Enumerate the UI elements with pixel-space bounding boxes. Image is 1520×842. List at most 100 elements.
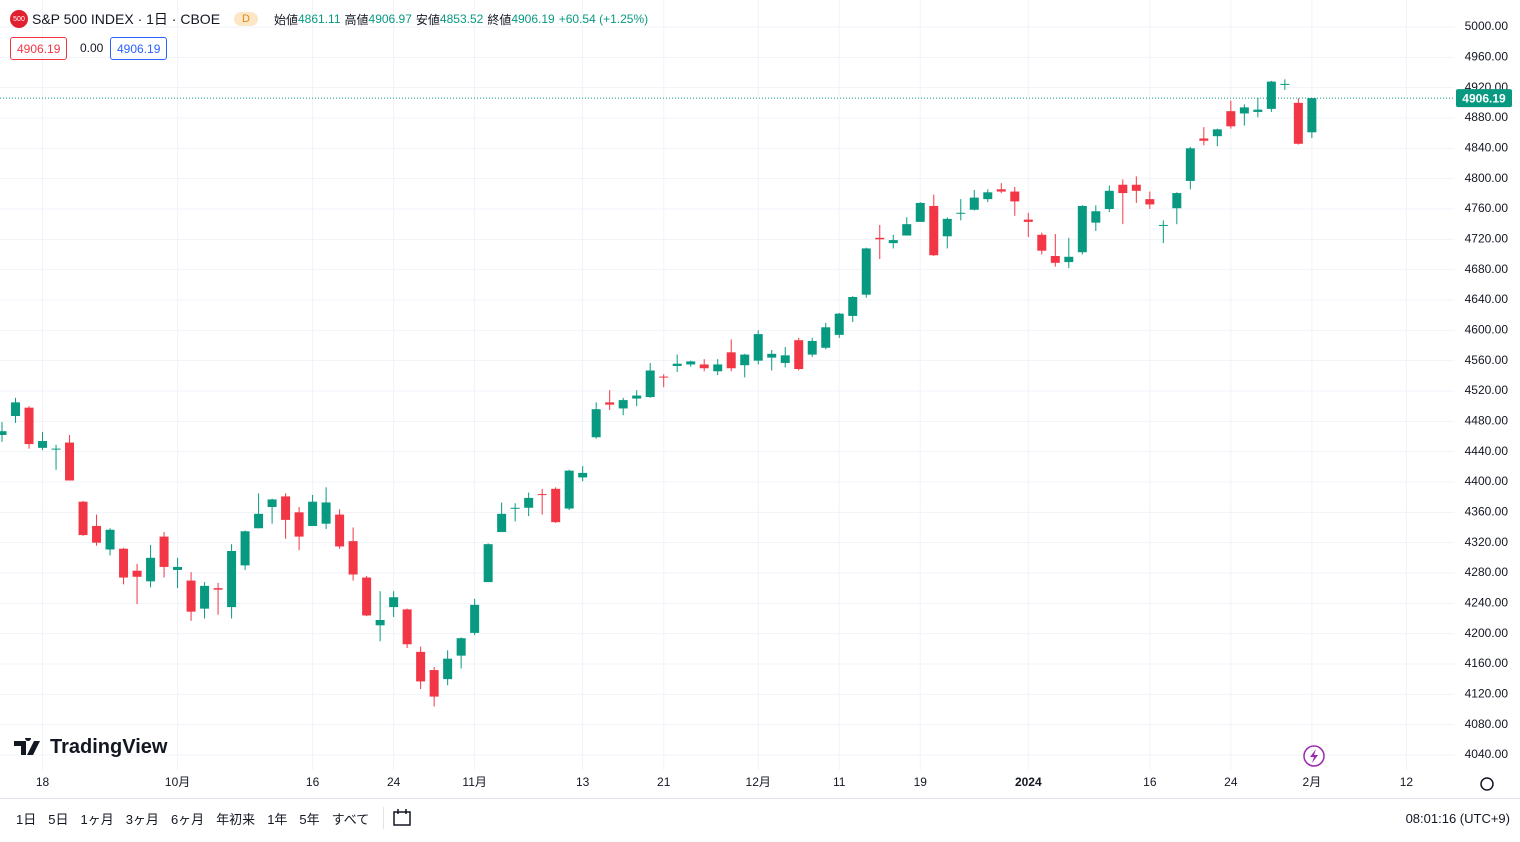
y-tick-label: 4680.00 — [1465, 262, 1509, 276]
candle-body — [335, 514, 345, 547]
range-button[interactable]: 5年 — [299, 811, 320, 827]
range-button[interactable]: 6ヶ月 — [170, 811, 205, 827]
x-tick-label: 24 — [1224, 775, 1238, 789]
sell-price[interactable]: 4906.19 — [10, 37, 68, 60]
y-tick-label: 4360.00 — [1465, 504, 1509, 518]
last-price-tag — [1456, 89, 1512, 108]
candle-body — [834, 313, 844, 335]
candle-body — [740, 354, 750, 366]
interval-badge[interactable]: D — [234, 12, 258, 26]
y-tick-label: 4760.00 — [1465, 201, 1509, 215]
candle-body — [294, 512, 304, 537]
candle-body — [1199, 138, 1209, 141]
legend-header: 500 S&P 500 INDEX · 1日 · CBOE D 始値 4861.1… — [10, 9, 652, 29]
candle-body — [402, 609, 412, 645]
candle-body — [713, 364, 723, 372]
x-tick-label: 12月 — [746, 775, 771, 789]
logo-icon — [14, 737, 40, 755]
candle-body — [510, 507, 520, 509]
candle-body — [645, 370, 655, 398]
candle-body — [200, 585, 210, 609]
range-button[interactable]: 5日 — [48, 811, 69, 827]
candle-body — [902, 224, 912, 236]
candle-body — [726, 352, 736, 369]
candle-body — [1307, 98, 1317, 133]
candle-body — [605, 402, 615, 405]
y-tick-label: 4240.00 — [1465, 595, 1509, 609]
candle-body — [186, 580, 196, 612]
x-tick-label: 21 — [657, 775, 671, 789]
range-button[interactable]: 年初来 — [216, 811, 256, 827]
x-tick-label: 16 — [306, 775, 320, 789]
ohlc-value: 4906.19 — [511, 12, 555, 26]
ohlc-label: 高値 — [344, 12, 369, 27]
y-tick-label: 4880.00 — [1465, 110, 1509, 124]
ohlc-value: 4861.11 — [298, 12, 341, 26]
y-tick-label: 4280.00 — [1465, 565, 1509, 579]
x-tick-label: 16 — [1143, 775, 1157, 789]
candle-body — [807, 340, 817, 355]
candle-body — [0, 431, 7, 435]
y-tick-label: 4520.00 — [1465, 383, 1509, 397]
candle-body — [267, 499, 277, 508]
candle-body — [942, 218, 952, 237]
y-tick-label: 4160.00 — [1465, 656, 1509, 670]
candle-body — [686, 361, 696, 365]
clock[interactable]: 08:01:16 (UTC+9) — [1405, 810, 1510, 826]
ohlc-label: 安値 — [415, 12, 440, 27]
logo[interactable]: TradingView — [14, 736, 167, 759]
range-button[interactable]: 1日 — [16, 811, 37, 827]
y-tick-label: 5000.00 — [1465, 19, 1509, 33]
candle-body — [1266, 81, 1276, 109]
y-tick-label: 4800.00 — [1465, 171, 1509, 185]
candle-body — [794, 340, 804, 369]
bottom-toolbar: 1日 5日 1ヶ月 3ヶ月 6ヶ月 年初来 1年 5年 すべて 08:01:16… — [0, 798, 1520, 837]
y-tick-label: 4440.00 — [1465, 444, 1509, 458]
candle-body — [105, 529, 115, 550]
candle-body — [1118, 184, 1128, 194]
y-tick-label: 4480.00 — [1465, 413, 1509, 427]
candle-body — [470, 604, 480, 633]
candle-body — [497, 513, 507, 533]
x-tick-label: 24 — [387, 775, 401, 789]
candle-body — [1226, 111, 1236, 127]
candle-body — [915, 202, 925, 222]
candle-body — [551, 488, 561, 523]
candle-body — [1091, 211, 1101, 223]
candle-body — [362, 577, 372, 616]
y-tick-label: 4600.00 — [1465, 322, 1509, 336]
candle-body — [848, 296, 858, 316]
range-button[interactable]: 1ヶ月 — [80, 811, 114, 827]
candle-body — [1037, 234, 1047, 251]
candle-body — [875, 237, 885, 240]
candle-body — [348, 541, 358, 575]
range-button[interactable]: 3ヶ月 — [125, 811, 159, 827]
candle-body — [159, 536, 169, 567]
logo-text: TradingView — [50, 736, 168, 758]
candle-body — [672, 363, 682, 366]
range-button[interactable]: 1年 — [267, 811, 288, 827]
range-button[interactable]: すべて — [331, 811, 370, 827]
buy-price[interactable]: 4906.19 — [110, 37, 168, 60]
y-tick-label: 4840.00 — [1465, 140, 1509, 154]
y-tick-label: 4200.00 — [1465, 626, 1509, 640]
x-tick-label: 18 — [36, 775, 50, 789]
date-range-icon[interactable] — [392, 808, 412, 828]
candle-body — [1050, 256, 1060, 263]
chart-title[interactable]: S&P 500 INDEX · 1日 · CBOE — [32, 11, 221, 27]
candle-body — [591, 409, 601, 438]
candle-body — [1293, 102, 1303, 144]
alert-icon — [1303, 745, 1325, 767]
y-tick-label: 4640.00 — [1465, 292, 1509, 306]
alert-icon-bolt — [1310, 749, 1318, 763]
y-tick-label: 4400.00 — [1465, 474, 1509, 488]
last-price-label: 4906.19 — [1462, 91, 1506, 105]
candle-body — [119, 548, 129, 578]
x-tick-label: 11 — [833, 775, 846, 789]
candle-body — [767, 353, 777, 358]
candle-body — [1253, 109, 1263, 112]
candle-body — [1131, 184, 1141, 191]
candle-body — [1239, 107, 1249, 114]
